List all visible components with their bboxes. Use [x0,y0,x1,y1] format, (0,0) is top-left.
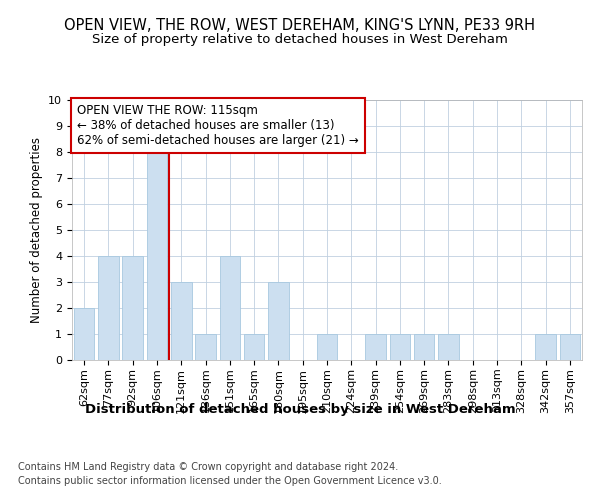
Text: OPEN VIEW, THE ROW, WEST DEREHAM, KING'S LYNN, PE33 9RH: OPEN VIEW, THE ROW, WEST DEREHAM, KING'S… [65,18,536,32]
Bar [146,152,167,360]
Bar [317,334,337,360]
Bar [438,334,459,360]
Bar [171,282,191,360]
Bar [220,256,240,360]
Bar [268,282,289,360]
Bar [244,334,265,360]
Text: Distribution of detached houses by size in West Dereham: Distribution of detached houses by size … [85,402,515,415]
Bar [414,334,434,360]
Bar [535,334,556,360]
Bar [389,334,410,360]
Text: Size of property relative to detached houses in West Dereham: Size of property relative to detached ho… [92,32,508,46]
Text: Contains HM Land Registry data © Crown copyright and database right 2024.: Contains HM Land Registry data © Crown c… [18,462,398,472]
Bar [195,334,216,360]
Y-axis label: Number of detached properties: Number of detached properties [30,137,43,323]
Bar [122,256,143,360]
Text: OPEN VIEW THE ROW: 115sqm
← 38% of detached houses are smaller (13)
62% of semi-: OPEN VIEW THE ROW: 115sqm ← 38% of detac… [77,104,359,147]
Bar [74,308,94,360]
Bar [98,256,119,360]
Bar [560,334,580,360]
Bar [365,334,386,360]
Text: Contains public sector information licensed under the Open Government Licence v3: Contains public sector information licen… [18,476,442,486]
